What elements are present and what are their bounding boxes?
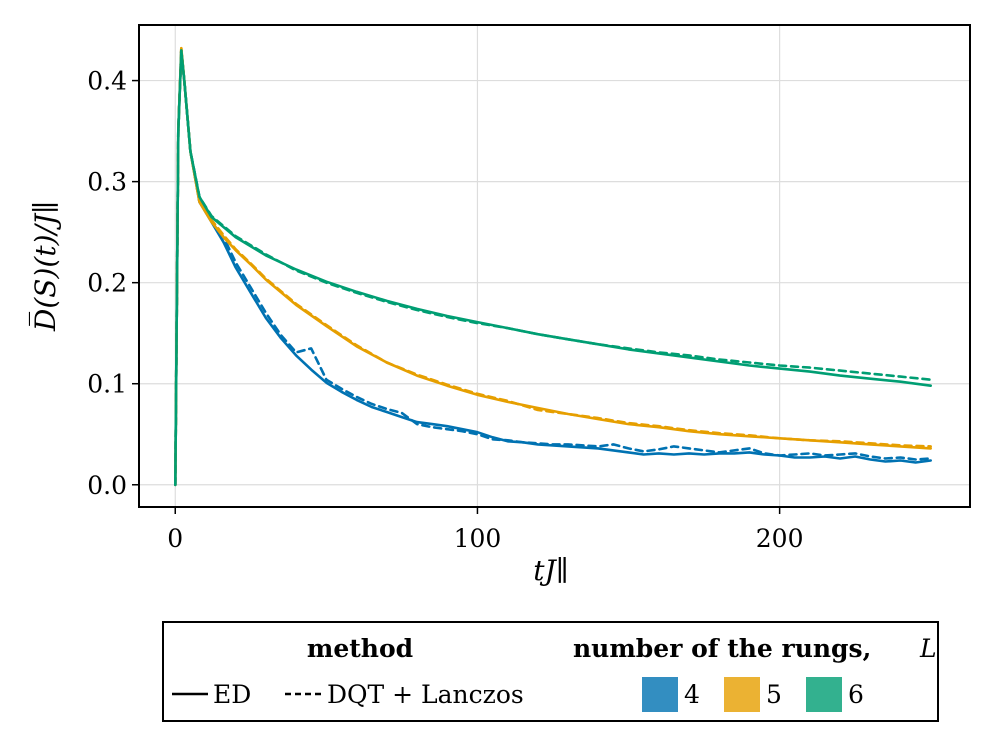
legend-swatch-6 xyxy=(806,677,842,712)
legend-entry-5: 5 xyxy=(766,680,782,709)
legend-entry-6: 6 xyxy=(848,680,864,709)
y-tick-label: 0.0 xyxy=(87,471,127,500)
x-axis-ticks: 0 100 200 xyxy=(167,507,803,553)
y-tick-label: 0.3 xyxy=(87,168,127,197)
x-tick-label: 0 xyxy=(167,524,183,553)
legend-entry-ed: ED xyxy=(213,680,251,709)
series-line-L6-dqt-lanczos xyxy=(174,48,933,487)
y-axis-label: D̅(S)(t)/J∥ xyxy=(29,201,62,332)
series-line-L6-ed xyxy=(174,48,933,487)
legend-rungs-symbol: L xyxy=(919,634,937,663)
legend-swatch-4 xyxy=(642,677,678,712)
legend-swatch-5 xyxy=(724,677,760,712)
y-tick-label: 0.4 xyxy=(87,67,127,96)
series-line-L4-ed xyxy=(174,48,933,487)
y-axis-ticks: 0.0 0.1 0.2 0.3 0.4 xyxy=(87,67,139,500)
series-lines xyxy=(174,46,933,487)
plot-frame xyxy=(138,24,971,508)
y-tick-label: 0.2 xyxy=(87,269,127,298)
series-line-L5-ed xyxy=(174,46,933,487)
x-tick-label: 100 xyxy=(454,524,502,553)
legend: method ED DQT + Lanczos number of the ru… xyxy=(162,621,939,722)
x-axis-label: tJ∥ xyxy=(533,554,568,587)
x-tick-label: 200 xyxy=(756,524,804,553)
legend-method-title: method xyxy=(307,634,413,663)
grid-lines xyxy=(139,25,970,507)
legend-entry-4: 4 xyxy=(684,680,700,709)
legend-rungs-title: number of the rungs, xyxy=(573,634,871,663)
legend-entry-dqt-lanczos: DQT + Lanczos xyxy=(327,680,524,709)
y-tick-label: 0.1 xyxy=(87,370,127,399)
